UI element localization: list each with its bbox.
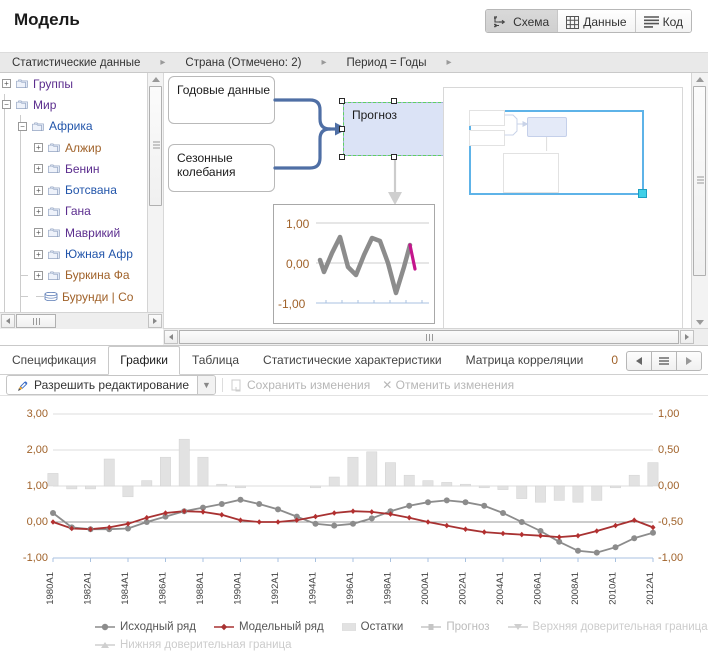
svg-text:2012A1: 2012A1 [645, 572, 656, 605]
svg-text:1,00: 1,00 [658, 408, 679, 420]
svg-text:0,50: 0,50 [658, 444, 679, 456]
svg-text:1992A1: 1992A1 [270, 572, 281, 605]
svg-text:2010A1: 2010A1 [608, 572, 619, 605]
svg-text:2002A1: 2002A1 [458, 572, 469, 605]
svg-text:2004A1: 2004A1 [495, 572, 506, 605]
svg-text:1998A1: 1998A1 [383, 572, 394, 605]
svg-text:1996A1: 1996A1 [345, 572, 356, 605]
svg-text:0,00: 0,00 [658, 480, 679, 492]
svg-text:-0,50: -0,50 [658, 516, 683, 528]
svg-text:2006A1: 2006A1 [533, 572, 544, 605]
svg-text:-1,00: -1,00 [23, 552, 48, 564]
svg-text:2000A1: 2000A1 [420, 572, 431, 605]
svg-text:0,00: 0,00 [27, 516, 48, 528]
svg-text:1988A1: 1988A1 [195, 572, 206, 605]
svg-text:-1,00: -1,00 [278, 297, 306, 311]
svg-text:1994A1: 1994A1 [308, 572, 319, 605]
svg-text:1990A1: 1990A1 [233, 572, 244, 605]
svg-text:1980A1: 1980A1 [45, 572, 56, 605]
svg-text:2008A1: 2008A1 [570, 572, 581, 605]
svg-text:1986A1: 1986A1 [158, 572, 169, 605]
svg-text:1984A1: 1984A1 [120, 572, 131, 605]
svg-text:2,00: 2,00 [27, 444, 48, 456]
svg-text:1982A1: 1982A1 [83, 572, 94, 605]
svg-text:1,00: 1,00 [286, 217, 310, 231]
svg-text:-1,00: -1,00 [658, 552, 683, 564]
svg-text:3,00: 3,00 [27, 408, 48, 420]
svg-text:0,00: 0,00 [286, 257, 310, 271]
svg-text:1,00: 1,00 [27, 480, 48, 492]
